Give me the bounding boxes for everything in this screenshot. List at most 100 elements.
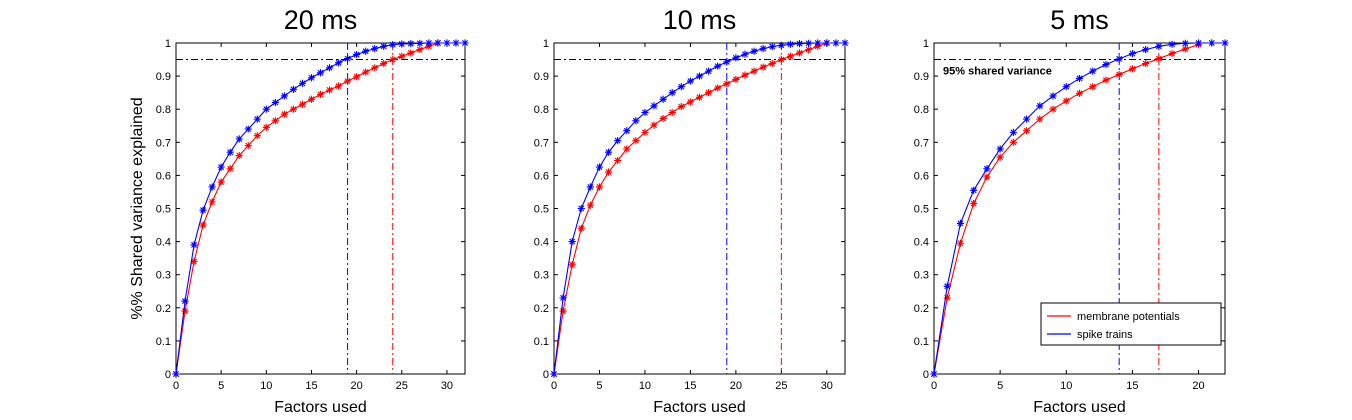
data-point xyxy=(632,137,640,145)
data-point xyxy=(759,63,767,71)
chart-panel-1: 0 5 10 15 20 25 30 0 0.1 0.2 0.3 0.4 0.5 0.6 0.7 0.8 0.9… xyxy=(534,5,849,416)
data-point xyxy=(362,47,370,55)
data-point xyxy=(443,39,451,47)
y-tick-label: 0.5 xyxy=(156,204,171,216)
data-point xyxy=(1155,54,1163,63)
x-tick-label: 25 xyxy=(396,380,408,392)
data-point xyxy=(1089,83,1097,91)
data-point xyxy=(389,41,397,49)
data-point xyxy=(298,79,307,87)
data-point xyxy=(650,121,658,129)
series-line xyxy=(175,42,439,375)
data-point xyxy=(956,239,965,247)
x-tick-label: 20 xyxy=(1192,380,1204,392)
data-point xyxy=(1221,39,1229,47)
data-point xyxy=(208,198,216,206)
legend-label: spike trains xyxy=(1077,329,1133,341)
y-tick-label: 0.2 xyxy=(534,303,549,315)
data-point xyxy=(271,98,279,107)
data-point xyxy=(280,110,288,118)
x-tick-label: 20 xyxy=(351,380,363,392)
data-point xyxy=(461,39,469,47)
x-tick-label: 0 xyxy=(173,380,179,392)
data-point xyxy=(970,199,978,208)
data-point xyxy=(380,42,388,50)
data-point xyxy=(253,115,261,123)
data-point xyxy=(434,39,442,47)
data-point xyxy=(586,183,594,191)
data-point xyxy=(1142,59,1150,68)
data-point xyxy=(325,86,334,94)
data-point xyxy=(181,297,189,305)
data-point xyxy=(199,221,207,229)
data-point xyxy=(586,201,594,209)
data-point xyxy=(425,39,433,47)
data-point xyxy=(289,105,298,113)
data-point xyxy=(307,95,316,103)
data-point xyxy=(334,82,343,90)
data-point xyxy=(398,52,406,60)
data-point xyxy=(371,45,379,53)
y-tick-label: 0 xyxy=(543,369,549,381)
data-point xyxy=(559,294,567,302)
data-point xyxy=(550,370,558,378)
chart-panel-2: 0 5 10 15 20 0 0.1 0.2 0.3 0.4 0.5 0.6 0.7 0.8 0.9 1 5 m… xyxy=(914,5,1229,416)
data-point xyxy=(1075,74,1084,83)
data-point xyxy=(244,125,252,133)
data-point xyxy=(723,58,731,66)
plot-area xyxy=(175,42,466,375)
legend: membrane potentials spike trains xyxy=(1040,302,1222,346)
y-tick-label: 0.8 xyxy=(534,104,549,116)
data-point xyxy=(595,163,604,171)
y-tick-label: 0.5 xyxy=(534,204,549,216)
data-point xyxy=(1022,127,1031,135)
x-tick-label: 10 xyxy=(260,380,272,392)
x-tick-label: 10 xyxy=(1060,380,1072,392)
legend-label: membrane potentials xyxy=(1077,311,1180,323)
y-tick-label: 0.7 xyxy=(534,137,549,149)
data-point xyxy=(1115,55,1123,63)
y-tick-label: 0.6 xyxy=(156,170,171,182)
data-point xyxy=(659,114,667,123)
data-point xyxy=(668,89,676,97)
x-axis-label: Factors used xyxy=(1033,399,1125,416)
x-tick-label: 25 xyxy=(775,380,787,392)
data-point xyxy=(1155,42,1163,50)
data-point xyxy=(226,148,234,156)
data-point xyxy=(1128,65,1137,73)
data-point xyxy=(325,64,334,72)
data-point xyxy=(695,93,704,101)
x-tick-label: 15 xyxy=(684,380,696,392)
data-point xyxy=(641,108,649,117)
y-axis-label: %% Shared variance explained xyxy=(129,97,146,319)
data-point xyxy=(307,74,316,82)
data-point xyxy=(604,168,613,176)
data-point xyxy=(226,165,234,173)
data-point xyxy=(389,55,397,64)
data-point xyxy=(190,241,198,249)
data-point xyxy=(795,40,804,48)
data-point xyxy=(614,137,622,145)
x-tick-label: 30 xyxy=(821,380,833,392)
data-point xyxy=(1142,46,1150,54)
x-tick-label: 5 xyxy=(596,380,602,392)
data-point xyxy=(559,307,567,315)
y-tick-label: 0 xyxy=(923,369,929,381)
y-tick-label: 0.9 xyxy=(534,71,549,83)
data-point xyxy=(1168,49,1176,58)
y-tick-label: 0.8 xyxy=(156,104,171,116)
data-point xyxy=(452,39,460,47)
data-point xyxy=(1102,60,1110,69)
data-point xyxy=(407,40,415,48)
y-tick-label: 0.9 xyxy=(914,71,929,83)
x-tick-label: 10 xyxy=(639,380,651,392)
data-point xyxy=(577,224,585,232)
plot-area xyxy=(553,42,846,375)
data-point xyxy=(298,100,307,108)
data-point xyxy=(741,71,749,79)
data-point xyxy=(416,39,424,47)
legend-box xyxy=(1040,302,1222,346)
data-point xyxy=(832,39,840,47)
data-point xyxy=(568,261,576,269)
data-point xyxy=(732,54,740,62)
